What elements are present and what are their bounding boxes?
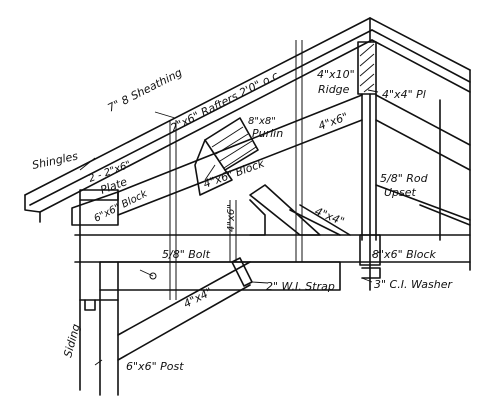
label-purlin-size: 8"x8" bbox=[248, 116, 276, 127]
label-rod-upset: Upset bbox=[384, 186, 417, 199]
label-washer: 3" C.I. Washer bbox=[374, 278, 453, 291]
truss-structure bbox=[24, 17, 471, 396]
label-bolt: 5/8" Bolt bbox=[162, 248, 211, 261]
label-ridge-size: 4"x10" bbox=[317, 68, 355, 81]
label-member-4x6: 4"x6" bbox=[317, 110, 350, 133]
label-purlin: Purlin bbox=[252, 127, 283, 140]
callout-labels: 7" 8 Sheathing Shingles 2"x6" Rafters 2'… bbox=[31, 66, 454, 373]
label-shingles: Shingles bbox=[31, 149, 79, 171]
label-post-6x6: 6"x6" Post bbox=[126, 360, 184, 373]
label-rod-size: 5/8" Rod bbox=[380, 172, 429, 185]
label-sheathing: 7" 8 Sheathing bbox=[105, 66, 184, 115]
label-block-8x6: 8"x6" Block bbox=[372, 248, 437, 261]
label-ridge: Ridge bbox=[318, 83, 350, 96]
label-strap: 2" W.I. Strap bbox=[266, 280, 335, 293]
label-pl: 4"x4" Pl bbox=[382, 88, 426, 101]
leader-lines bbox=[79, 89, 381, 366]
label-post-4x6: 4"x6" bbox=[226, 204, 237, 232]
label-brace-4x4-lower: 4"x4" bbox=[181, 285, 214, 310]
